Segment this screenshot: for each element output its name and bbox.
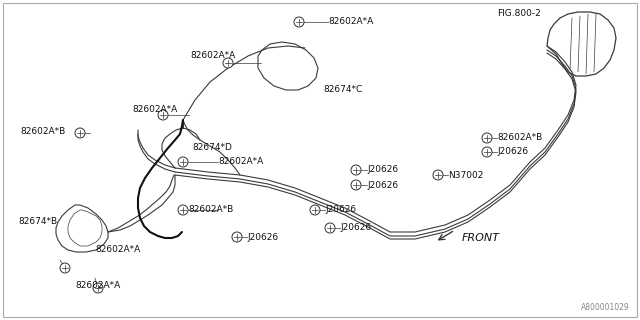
Circle shape bbox=[294, 17, 304, 27]
Circle shape bbox=[482, 133, 492, 143]
Text: 82674*C: 82674*C bbox=[323, 85, 362, 94]
Circle shape bbox=[75, 128, 85, 138]
Text: A800001029: A800001029 bbox=[581, 303, 630, 312]
Text: 82602A*A: 82602A*A bbox=[218, 157, 263, 166]
Text: 82674*B: 82674*B bbox=[18, 218, 57, 227]
Circle shape bbox=[223, 58, 233, 68]
Circle shape bbox=[232, 232, 242, 242]
Circle shape bbox=[158, 110, 168, 120]
Text: 82602A*A: 82602A*A bbox=[190, 51, 236, 60]
Circle shape bbox=[178, 157, 188, 167]
Text: J20626: J20626 bbox=[340, 223, 371, 233]
Circle shape bbox=[482, 147, 492, 157]
Text: 82674*D: 82674*D bbox=[192, 143, 232, 153]
Text: J20626: J20626 bbox=[497, 148, 528, 156]
Circle shape bbox=[351, 180, 361, 190]
Text: J20626: J20626 bbox=[325, 205, 356, 214]
Text: J20626: J20626 bbox=[247, 233, 278, 242]
Circle shape bbox=[433, 170, 443, 180]
Circle shape bbox=[93, 283, 103, 293]
Text: J20626: J20626 bbox=[367, 165, 398, 174]
Text: 82602A*B: 82602A*B bbox=[188, 205, 233, 214]
Text: FRONT: FRONT bbox=[462, 233, 500, 243]
Text: FIG.800-2: FIG.800-2 bbox=[497, 10, 541, 19]
Circle shape bbox=[310, 205, 320, 215]
Text: 82602A*A: 82602A*A bbox=[328, 18, 373, 27]
Text: 82602A*B: 82602A*B bbox=[497, 133, 542, 142]
Text: 82602A*A: 82602A*A bbox=[132, 106, 177, 115]
Circle shape bbox=[178, 205, 188, 215]
Text: 82602A*A: 82602A*A bbox=[95, 245, 140, 254]
Circle shape bbox=[325, 223, 335, 233]
Circle shape bbox=[351, 165, 361, 175]
Circle shape bbox=[60, 263, 70, 273]
Text: 82602A*B: 82602A*B bbox=[20, 127, 65, 137]
Text: 82602A*A: 82602A*A bbox=[75, 281, 120, 290]
Text: N37002: N37002 bbox=[448, 171, 483, 180]
Text: J20626: J20626 bbox=[367, 180, 398, 189]
